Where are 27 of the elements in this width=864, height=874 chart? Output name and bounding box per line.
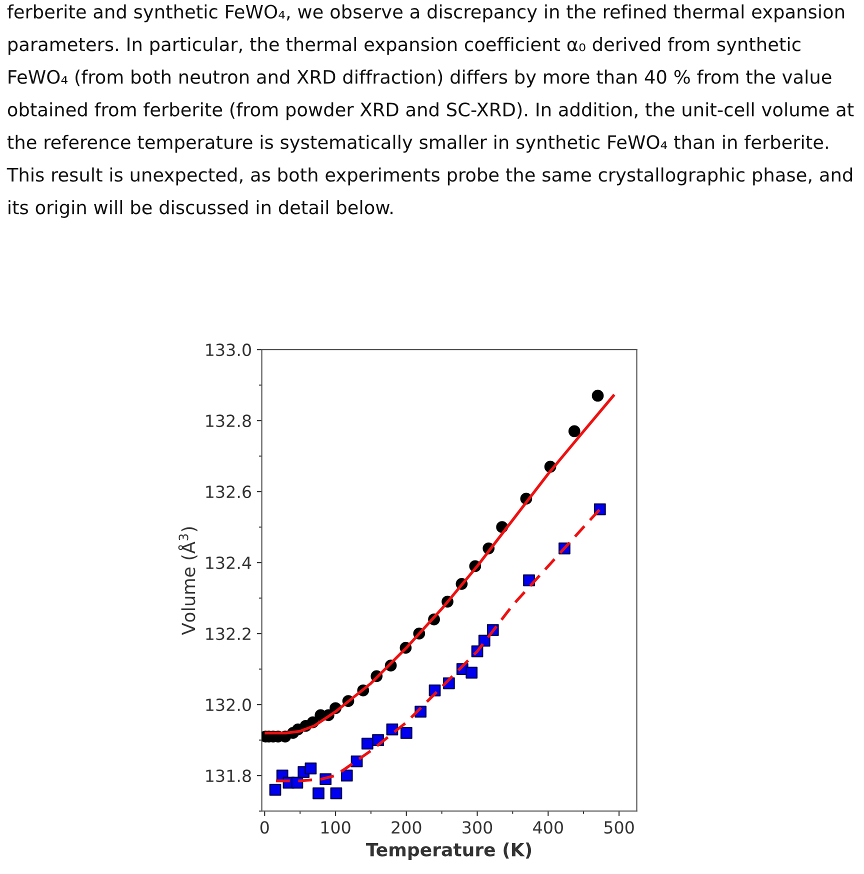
- point: [330, 787, 342, 800]
- point: [269, 784, 282, 796]
- y-tick-label: 132.2: [206, 628, 250, 640]
- point: [304, 762, 317, 774]
- y-tick-label: 133.0: [206, 344, 251, 356]
- x-tick-label: 100: [321, 821, 350, 834]
- x-tick-label: 500: [604, 821, 634, 834]
- x-axis-title: Temperature (K): [366, 842, 532, 860]
- x-tick-label: 0: [260, 821, 269, 834]
- point: [466, 666, 478, 679]
- text: ferberite and synthetic FeWO₄, we observe a discrepancy in the refined thermal expansion parameters. In particular, the thermal expansion coefficient α₀ derived from synthetic FeWO₄ (from both neutron and XRD diffraction) differs by more than 40 % from the value obtained from ferberite (from powder XRD and SC-XRD). In addition, the unit-cell volume at the reference temperature is systematically smaller in synthetic FeWO₄ than in ferberite. This result is unexpected, as both experiments probe the same crystallographic phase, and its origin will be discussed in detail below.: [6, 4, 854, 218]
- y-tick-label: 131.8: [206, 770, 251, 782]
- y-tick-label: 132.6: [206, 486, 252, 498]
- point: [386, 723, 398, 736]
- point: [592, 390, 604, 402]
- x-tick-label: 300: [462, 821, 492, 834]
- x-tick-label: 200: [392, 821, 422, 834]
- point: [568, 425, 580, 438]
- y-tick-label: 132.8: [206, 414, 251, 428]
- y-tick-label: 132.4: [206, 556, 252, 570]
- y-axis-title: Volume (Å$^{3}$): [178, 527, 198, 635]
- x-tick-label: 400: [533, 821, 563, 834]
- point: [400, 727, 412, 739]
- y-tick-label: 132.0: [206, 698, 251, 712]
- point: [312, 787, 324, 800]
- point: [361, 738, 374, 750]
- point: [340, 770, 353, 782]
